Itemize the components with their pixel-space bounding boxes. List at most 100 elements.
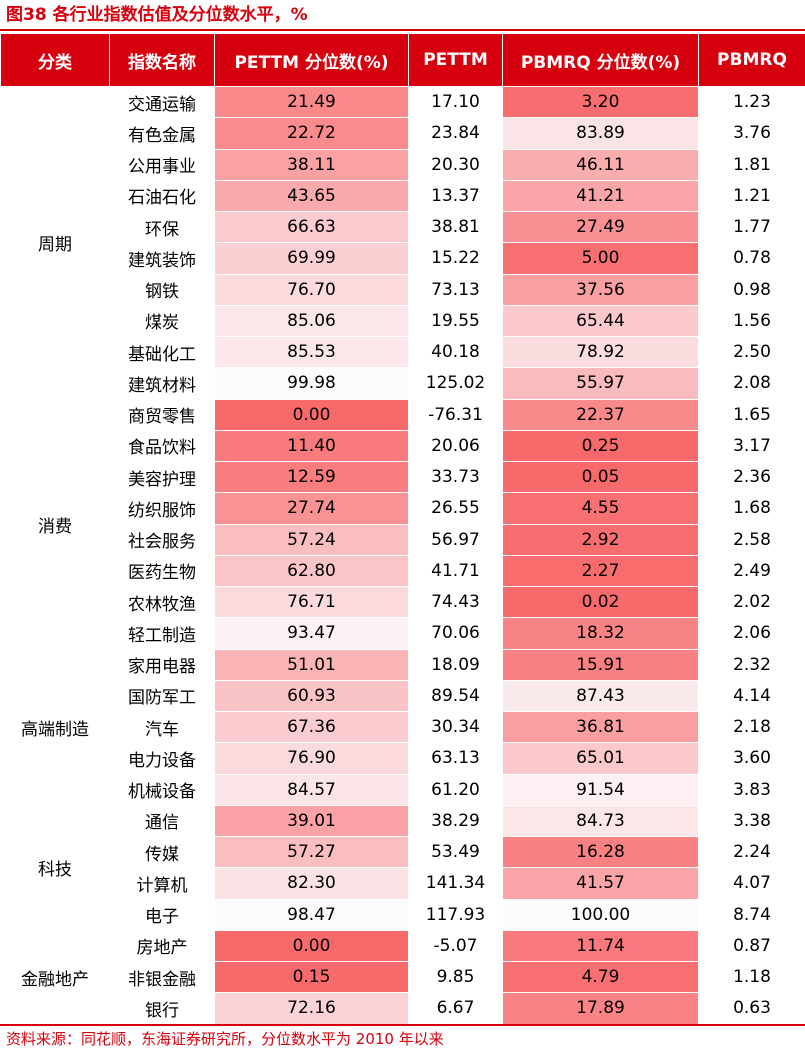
pettm-cell: 13.37 <box>408 179 503 213</box>
pettm-cell: -5.07 <box>408 929 503 963</box>
pettm-cell: 40.18 <box>408 335 503 369</box>
pettm-cell: 23.84 <box>408 117 503 150</box>
pbmrq-percentile-cell: 91.54 <box>502 773 699 806</box>
pettm-percentile-cell: 43.65 <box>214 179 409 213</box>
pettm-percentile-cell: 57.27 <box>214 835 409 869</box>
pbmrq-percentile-cell: 4.79 <box>502 960 699 994</box>
pbmrq-percentile-cell: 0.05 <box>502 460 699 494</box>
index-name-cell: 房地产 <box>109 929 215 963</box>
pbmrq-percentile-cell: 16.28 <box>502 835 699 869</box>
pbmrq-percentile-cell: 2.92 <box>502 523 699 556</box>
pettm-percentile-cell: 38.11 <box>214 148 409 181</box>
pettm-cell: 89.54 <box>408 679 503 713</box>
source-note: 资料来源：同花顺，东海证券研究所，分位数水平为 2010 年以来 <box>6 1030 444 1048</box>
header-pbmrq-percentile: PBMRQ 分位数(%) <box>502 33 699 87</box>
pettm-percentile-cell: 62.80 <box>214 554 409 588</box>
table-row: 有色金属 22.72 23.84 83.89 3.76 <box>1 117 805 150</box>
title-divider <box>0 29 805 31</box>
pbmrq-cell: 3.76 <box>698 117 805 150</box>
table-row: 建筑材料 99.98 125.02 55.97 2.08 <box>1 367 805 400</box>
pettm-percentile-cell: 67.36 <box>214 710 409 744</box>
pettm-cell: 41.71 <box>408 554 503 588</box>
pbmrq-percentile-cell: 4.55 <box>502 492 699 525</box>
pettm-percentile-cell: 84.57 <box>214 773 409 806</box>
table-row: 钢铁 76.70 73.13 37.56 0.98 <box>1 273 805 306</box>
pbmrq-cell: 1.21 <box>698 179 805 213</box>
pettm-cell: 26.55 <box>408 492 503 525</box>
pettm-cell: 38.81 <box>408 210 503 244</box>
index-name-cell: 有色金属 <box>109 117 215 150</box>
pbmrq-percentile-cell: 18.32 <box>502 617 699 650</box>
pbmrq-cell: 2.08 <box>698 367 805 400</box>
pbmrq-cell: 2.49 <box>698 554 805 588</box>
table-body: 周期 交通运输 21.49 17.10 3.20 1.23 有色金属 22.72 23.84 83… <box>0 85 805 1025</box>
pbmrq-percentile-cell: 5.00 <box>502 242 699 275</box>
table-row: 消费 商贸零售 0.00 -76.31 22.37 1.65 <box>0 398 805 650</box>
pettm-percentile-cell: 76.71 <box>214 585 409 619</box>
index-name-cell: 基础化工 <box>109 335 215 369</box>
pettm-cell: 30.34 <box>408 710 503 744</box>
pettm-cell: 117.93 <box>408 898 503 931</box>
pbmrq-cell: 2.02 <box>698 585 805 619</box>
index-name-cell: 美容护理 <box>109 460 215 494</box>
index-name-cell: 环保 <box>109 210 215 244</box>
header-pbmrq: PBMRQ <box>698 33 805 87</box>
index-name-cell: 商贸零售 <box>109 398 215 431</box>
pettm-percentile-cell: 82.30 <box>214 867 409 900</box>
pettm-cell: 15.22 <box>408 242 503 275</box>
pbmrq-cell: 1.56 <box>698 304 805 338</box>
pbmrq-cell: 1.81 <box>698 148 805 181</box>
pbmrq-percentile-cell: 36.81 <box>502 710 699 744</box>
pbmrq-percentile-cell: 65.01 <box>502 742 699 775</box>
pbmrq-percentile-cell: 37.56 <box>502 273 699 306</box>
pettm-cell: 63.13 <box>408 742 503 775</box>
pettm-percentile-cell: 11.40 <box>214 429 409 463</box>
table-row: 电力设备 76.90 63.13 65.01 3.60 <box>1 742 805 775</box>
pettm-percentile-cell: 66.63 <box>214 210 409 244</box>
index-name-cell: 电子 <box>109 898 215 931</box>
pbmrq-percentile-cell: 27.49 <box>502 210 699 244</box>
pbmrq-percentile-cell: 65.44 <box>502 304 699 338</box>
pbmrq-percentile-cell: 83.89 <box>502 117 699 150</box>
pbmrq-cell: 2.32 <box>698 648 805 681</box>
pettm-cell: 125.02 <box>408 367 503 400</box>
table-row: 传媒 57.27 53.49 16.28 2.24 <box>1 835 805 869</box>
pbmrq-cell: 2.36 <box>698 460 805 494</box>
pbmrq-percentile-cell: 46.11 <box>502 148 699 181</box>
pbmrq-cell: 4.14 <box>698 679 805 713</box>
pettm-percentile-cell: 76.70 <box>214 273 409 306</box>
pbmrq-cell: 0.98 <box>698 273 805 306</box>
pbmrq-percentile-cell: 17.89 <box>502 992 699 1025</box>
pbmrq-percentile-cell: 41.57 <box>502 867 699 900</box>
index-name-cell: 纺织服饰 <box>109 492 215 525</box>
table-row: 机械设备 84.57 61.20 91.54 3.83 <box>1 773 805 806</box>
pbmrq-cell: 4.07 <box>698 867 805 900</box>
table-row: 医药生物 62.80 41.71 2.27 2.49 <box>1 554 805 588</box>
pettm-percentile-cell: 72.16 <box>214 992 409 1025</box>
index-name-cell: 煤炭 <box>109 304 215 338</box>
pettm-percentile-cell: 0.15 <box>214 960 409 994</box>
pbmrq-percentile-cell: 2.27 <box>502 554 699 588</box>
pbmrq-cell: 8.74 <box>698 898 805 931</box>
pettm-percentile-cell: 60.93 <box>214 679 409 713</box>
pbmrq-cell: 1.23 <box>698 85 805 119</box>
table-row: 美容护理 12.59 33.73 0.05 2.36 <box>1 460 805 494</box>
pbmrq-percentile-cell: 0.02 <box>502 585 699 619</box>
table-row: 基础化工 85.53 40.18 78.92 2.50 <box>1 335 805 369</box>
table-row: 煤炭 85.06 19.55 65.44 1.56 <box>1 304 805 338</box>
pettm-percentile-cell: 21.49 <box>214 85 409 119</box>
pbmrq-cell: 2.06 <box>698 617 805 650</box>
pbmrq-percentile-cell: 15.91 <box>502 648 699 681</box>
pbmrq-percentile-cell: 11.74 <box>502 929 699 963</box>
pbmrq-percentile-cell: 41.21 <box>502 179 699 213</box>
index-name-cell: 国防军工 <box>109 679 215 713</box>
table-row: 建筑装饰 69.99 15.22 5.00 0.78 <box>1 242 805 275</box>
table-row: 周期 交通运输 21.49 17.10 3.20 1.23 <box>0 85 805 400</box>
pbmrq-cell: 1.68 <box>698 492 805 525</box>
pbmrq-percentile-cell: 100.00 <box>502 898 699 931</box>
pbmrq-cell: 3.17 <box>698 429 805 463</box>
index-name-cell: 轻工制造 <box>109 617 215 650</box>
pbmrq-cell: 2.18 <box>698 710 805 744</box>
pettm-percentile-cell: 93.47 <box>214 617 409 650</box>
index-name-cell: 交通运输 <box>109 85 215 119</box>
